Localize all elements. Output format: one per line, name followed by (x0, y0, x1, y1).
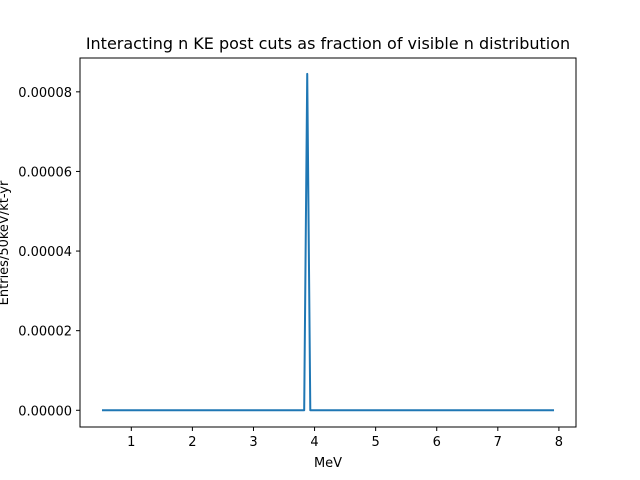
x-tick-label: 3 (249, 435, 257, 450)
y-tick-label: 0.00008 (18, 86, 72, 101)
x-tick-label: 6 (433, 435, 441, 450)
chart-title: Interacting n KE post cuts as fraction o… (86, 34, 570, 53)
y-tick-label: 0.00002 (18, 325, 72, 340)
plot-area (79, 57, 577, 428)
y-axis: 0.00000 0.00002 0.00004 0.00006 0.00008 (18, 86, 80, 419)
plot-frame (79, 57, 577, 428)
x-tick-label: 2 (188, 435, 196, 450)
y-tick-label: 0.00006 (18, 165, 72, 180)
x-axis: 1 2 3 4 5 6 7 8 (127, 427, 563, 450)
x-tick-label: 7 (494, 435, 502, 450)
x-tick-label: 5 (372, 435, 380, 450)
x-tick-label: 4 (310, 435, 318, 450)
y-tick-label: 0.00000 (18, 404, 72, 419)
y-axis-title: Entries/50keV/kt-yr (0, 180, 12, 305)
y-tick-label: 0.00004 (18, 245, 72, 260)
x-tick-label: 1 (127, 435, 135, 450)
series-line-0 (101, 72, 555, 412)
x-axis-title: MeV (314, 456, 342, 471)
x-tick-label: 8 (555, 435, 563, 450)
